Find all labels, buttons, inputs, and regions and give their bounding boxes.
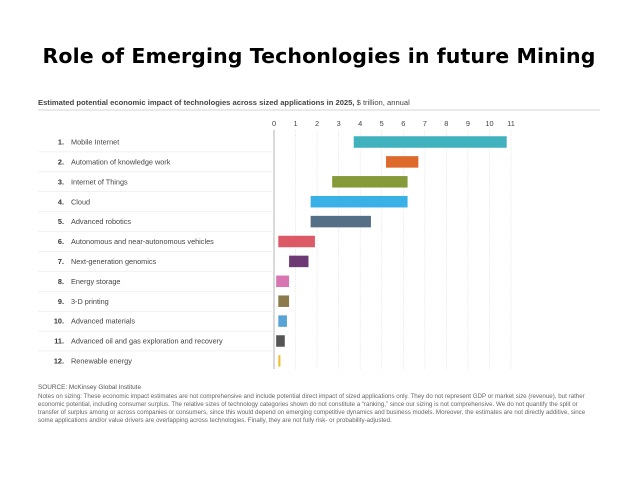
row-label: Autonomous and near-autonomous vehicles — [71, 237, 214, 246]
row-label: Renewable energy — [71, 357, 132, 366]
row-label: Advanced materials — [71, 317, 135, 326]
row-label: 3-D printing — [71, 297, 109, 306]
x-tick-label: 7 — [423, 119, 427, 128]
bar-6 — [278, 235, 315, 248]
row-label: Advanced oil and gas exploration and rec… — [71, 337, 223, 346]
bar-10 — [278, 315, 287, 327]
x-tick-label: 5 — [380, 119, 384, 128]
bar-2 — [386, 156, 419, 168]
slide-title: Role of Emerging Techonlogies in future … — [42, 44, 596, 68]
row-number: 10. — [54, 317, 64, 326]
row-number: 6. — [58, 237, 64, 246]
bar-1 — [353, 136, 507, 148]
row-number: 9. — [58, 297, 64, 306]
x-tick-label: 0 — [272, 119, 276, 128]
x-tick-label: 4 — [358, 119, 362, 128]
bar-8 — [276, 275, 290, 288]
source-note: SOURCE: McKinsey Global Institute — [38, 384, 141, 391]
x-tick-label: 10 — [485, 119, 493, 128]
sizing-note: Notes on sizing: These economic impact e… — [38, 393, 586, 425]
x-tick-label: 8 — [444, 119, 448, 128]
bar-4 — [310, 195, 408, 208]
bar-9 — [278, 295, 290, 307]
row-label: Internet of Things — [71, 177, 128, 186]
impact-chart: Estimated potential economic impact of t… — [38, 98, 600, 369]
x-tick-label: 6 — [401, 119, 405, 128]
row-number: 4. — [58, 197, 64, 206]
row-number: 11. — [54, 337, 64, 346]
bar-11 — [276, 335, 285, 347]
row-label: Next-generation genomics — [71, 257, 157, 266]
x-tick-label: 2 — [315, 119, 319, 128]
x-tick-label: 1 — [293, 119, 297, 128]
notes-block: SOURCE: McKinsey Global Institute Notes … — [38, 384, 586, 425]
row-number: 7. — [58, 257, 64, 266]
x-tick-label: 11 — [507, 119, 515, 128]
row-label: Energy storage — [71, 277, 121, 286]
row-number: 12. — [54, 357, 64, 366]
row-label: Cloud — [71, 197, 90, 206]
row-number: 5. — [58, 217, 64, 226]
x-tick-label: 3 — [337, 119, 341, 128]
x-tick-label: 9 — [466, 119, 470, 128]
row-label: Mobile Internet — [71, 138, 119, 147]
row-number: 1. — [58, 138, 64, 147]
bar-3 — [332, 176, 408, 188]
chart-title: Estimated potential economic impact of t… — [38, 98, 410, 107]
chart-title-unit: $ trillion, annual — [357, 98, 411, 107]
bar-12 — [278, 355, 281, 367]
row-number: 8. — [58, 277, 64, 286]
row-label: Automation of knowledge work — [71, 158, 171, 167]
chart-title-main: Estimated potential economic impact of t… — [38, 98, 357, 107]
bar-7 — [289, 255, 309, 268]
row-number: 2. — [58, 158, 64, 167]
bar-5 — [310, 215, 371, 228]
row-label: Advanced robotics — [71, 217, 131, 226]
row-number: 3. — [58, 177, 64, 186]
